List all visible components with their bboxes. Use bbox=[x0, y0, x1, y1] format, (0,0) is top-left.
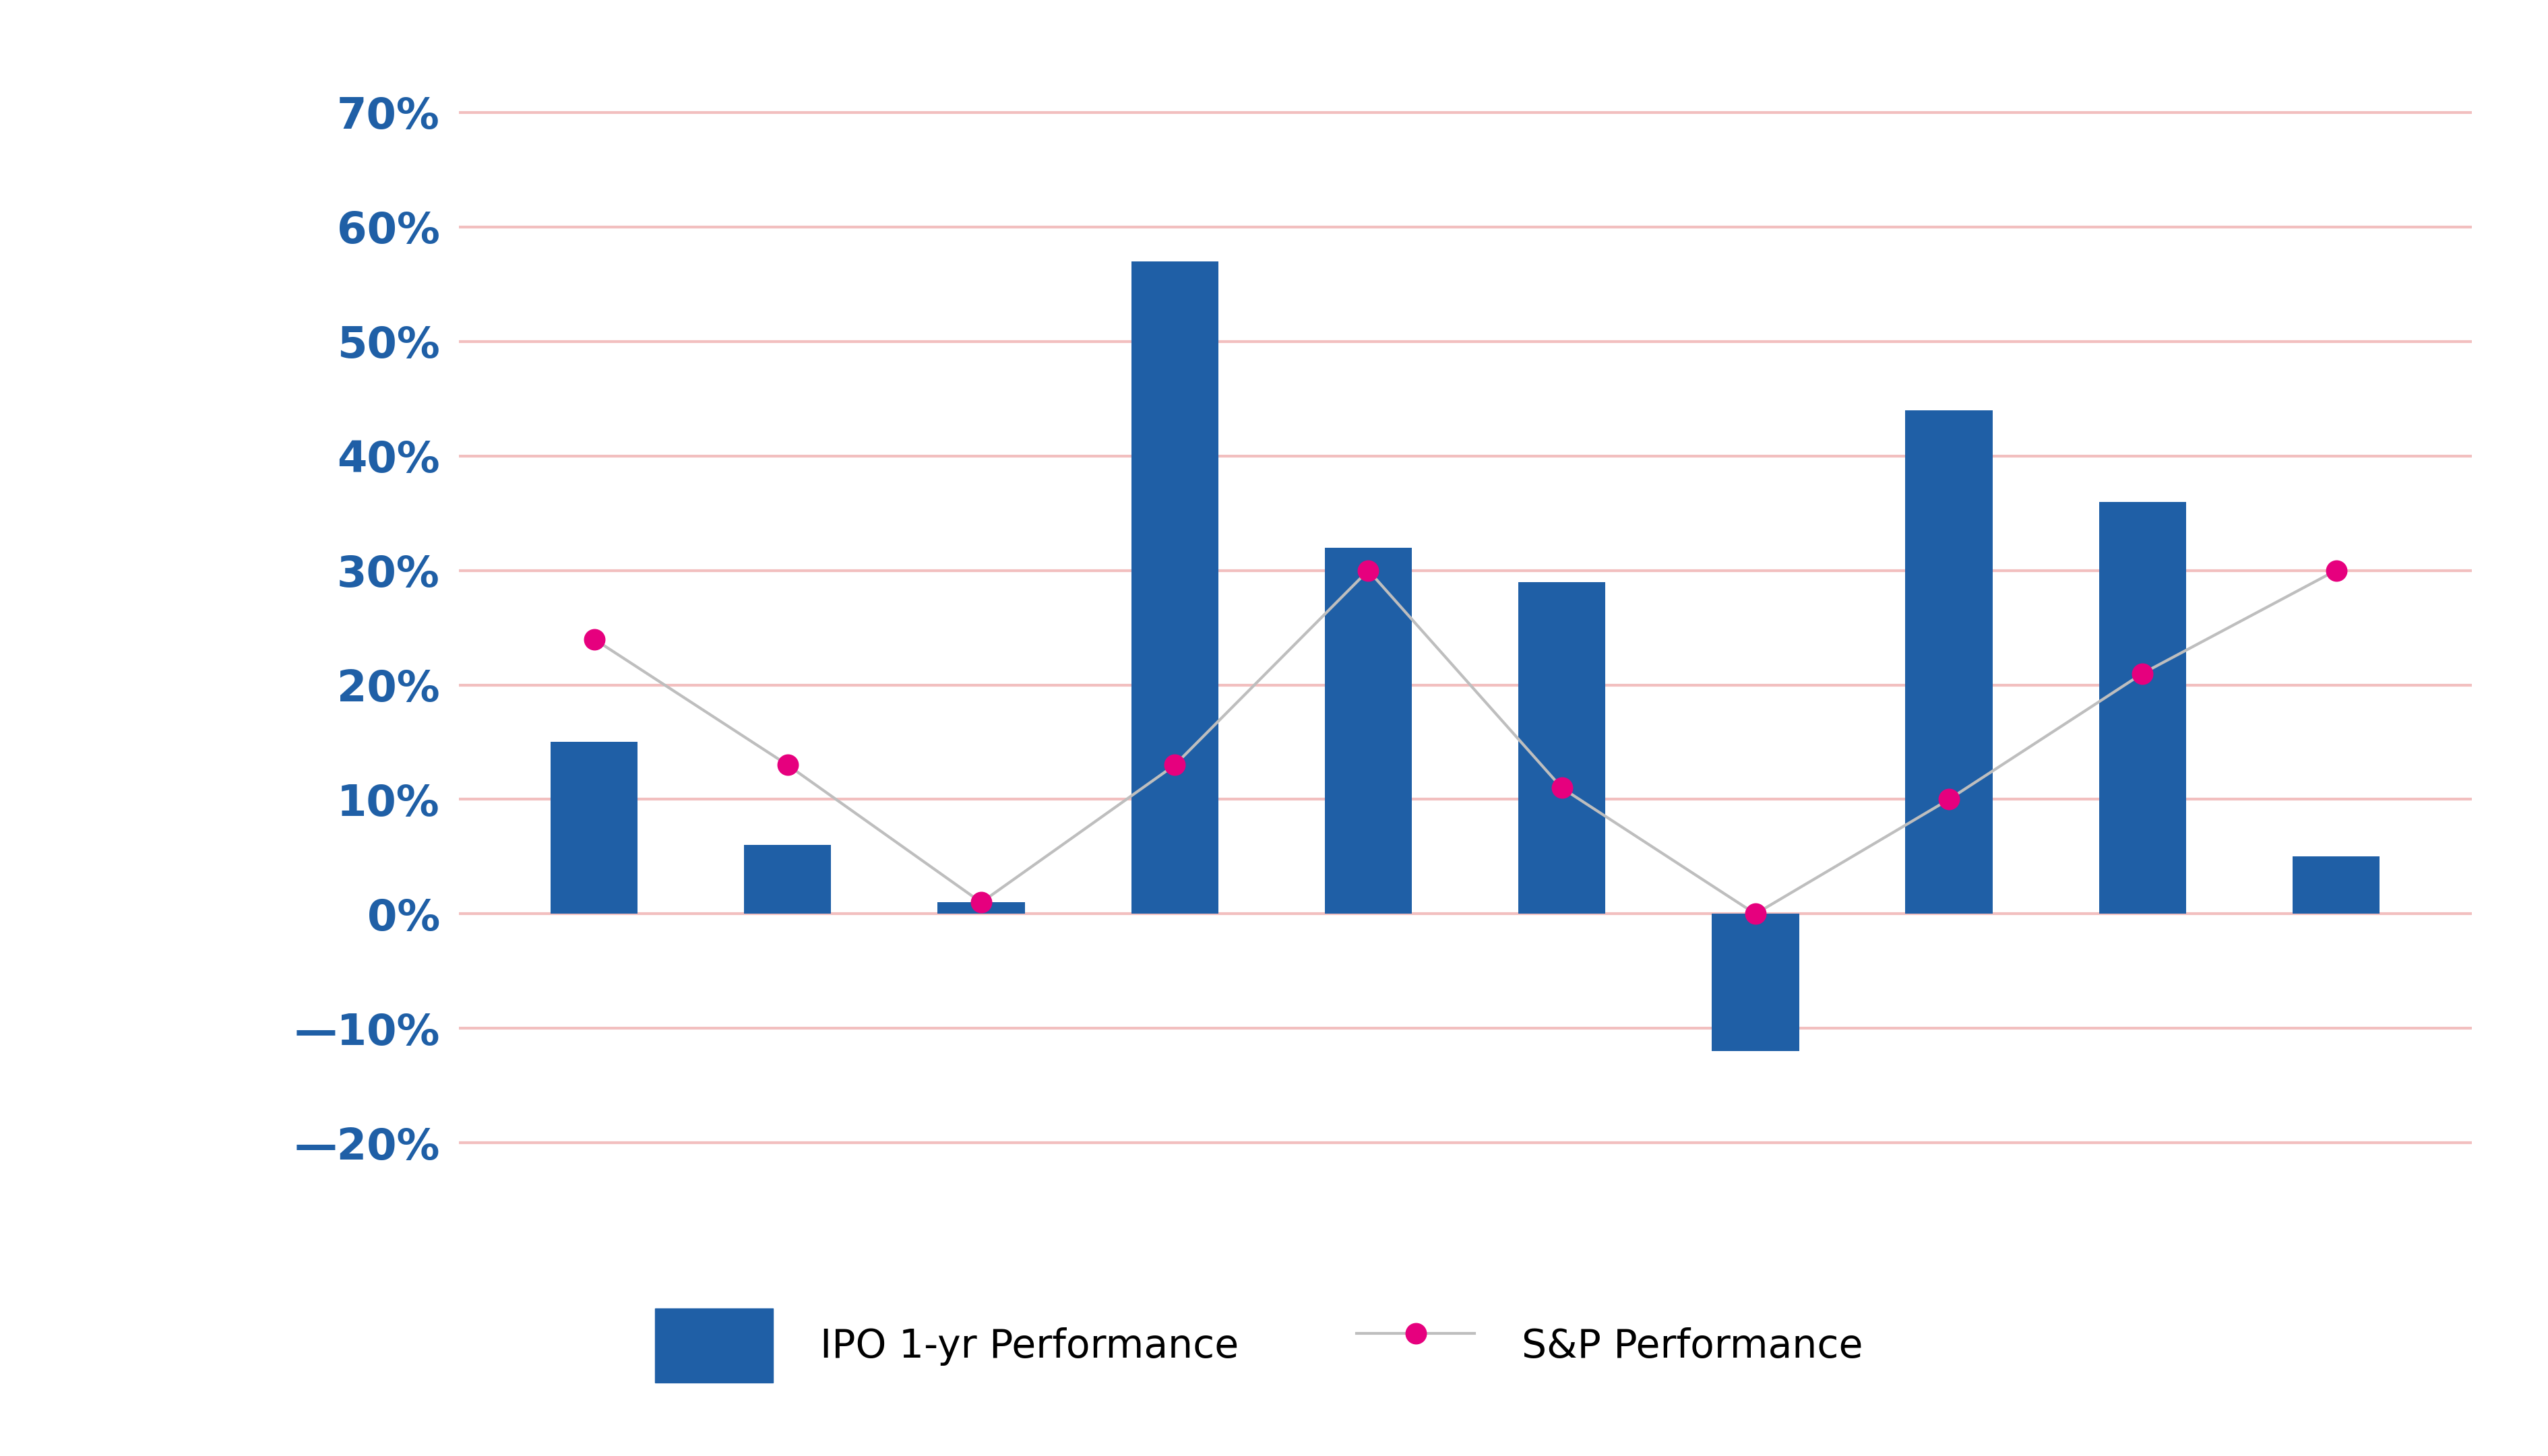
Bar bbox=[938, 903, 1024, 914]
Bar bbox=[2100, 502, 2186, 914]
Legend: IPO 1-yr Performance, S&P Performance: IPO 1-yr Performance, S&P Performance bbox=[640, 1293, 1878, 1398]
Bar bbox=[1712, 914, 1799, 1051]
Bar bbox=[1519, 582, 1605, 914]
Bar bbox=[744, 844, 831, 914]
Bar bbox=[1906, 411, 1993, 914]
Bar bbox=[2293, 856, 2380, 914]
Bar bbox=[550, 743, 637, 914]
Bar bbox=[1131, 261, 1218, 914]
Bar bbox=[1325, 547, 1412, 914]
